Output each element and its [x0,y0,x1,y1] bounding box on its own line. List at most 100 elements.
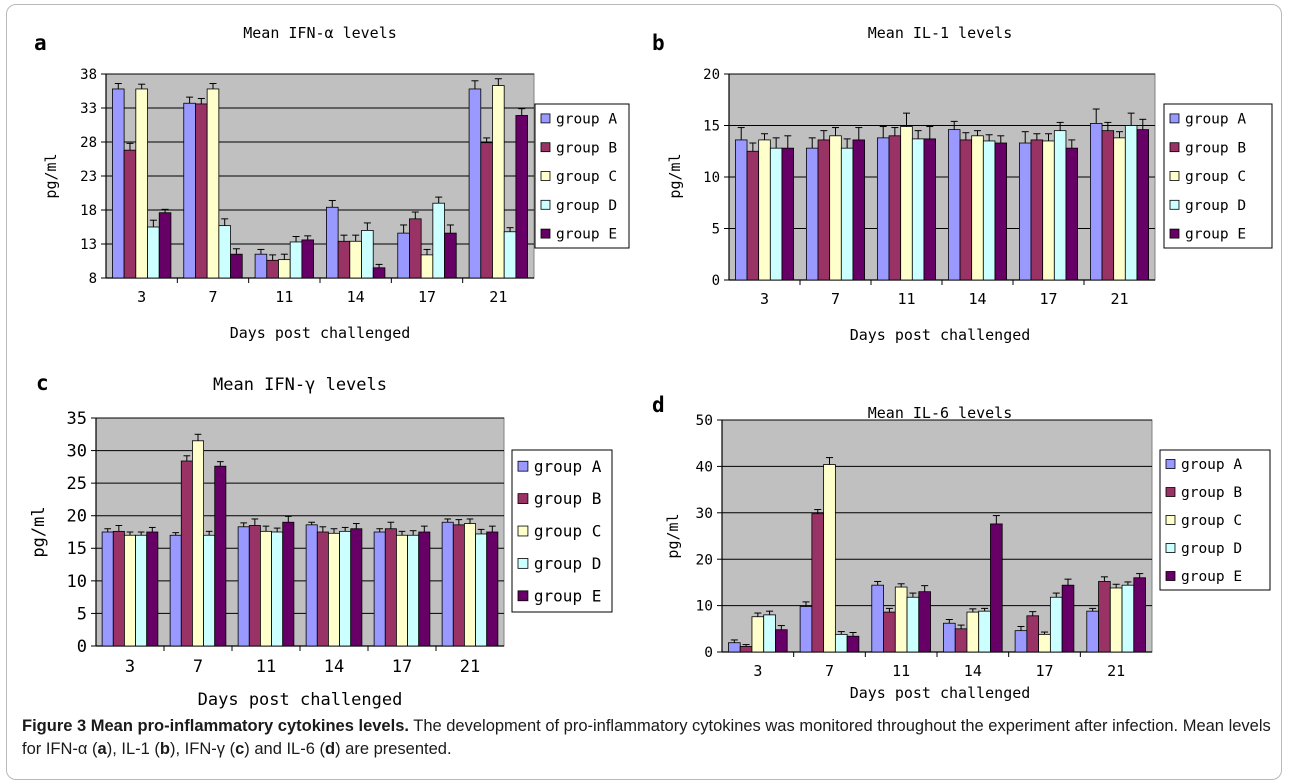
caption-text-5: ) are presented. [335,740,452,758]
bar-group-b-day-11 [248,525,261,647]
bar-group-c-day-14 [328,532,340,647]
bar-group-d-day-11 [906,596,920,653]
bar-group-c-day-21 [492,85,505,279]
bar-group-e-day-17 [1065,147,1079,281]
legend: group A group B group C group D group E [1163,103,1273,249]
bar-group-e-day-17 [444,232,457,279]
legend-entry: group E [556,227,617,243]
x-tick-label: 3 [137,288,146,306]
bar-group-a-day-11 [254,253,268,279]
bar-group-b-day-21 [1098,581,1111,653]
bar-group-c-day-7 [192,440,204,647]
bar-group-c-day-7 [823,464,836,653]
bar-group-c-day-14 [966,611,980,653]
legend-swatch [517,590,529,602]
bar-group-c-day-21 [1113,137,1126,281]
bar-group-b-day-21 [480,142,493,279]
bar-group-c-day-7 [206,88,220,279]
legend-swatch [1165,487,1176,497]
legend-entry: group C [1185,169,1246,185]
legend-entry: group B [534,489,601,508]
bar-group-d-day-7 [218,225,231,279]
bar-group-d-day-21 [1124,125,1138,281]
x-tick-label: 7 [193,657,203,677]
bar-group-e-day-11 [918,591,931,653]
y-tick-label: 0 [712,273,720,289]
bar-group-b-day-17 [1030,139,1044,281]
legend-entry: group D [556,198,617,214]
bar-group-a-day-21 [1086,610,1099,653]
panel-label: b [652,31,665,55]
legend-entry: group C [534,522,601,541]
y-tick-label: 18 [80,203,97,219]
legend: group A group B group C group D group E [534,103,630,249]
panel-label: c [36,371,49,395]
chart-panel-c: c Mean IFN-γ levels 0 5 10 15 20 25 30 35 3 7 11 14 17… [29,371,613,710]
x-tick-label: 11 [256,657,276,677]
x-tick-label: 14 [964,662,982,680]
legend: group A group B group C group D group E [1159,449,1271,591]
bar-group-b-day-17 [1026,615,1040,653]
bar-group-b-day-3 [739,646,753,653]
legend-swatch [540,228,551,239]
y-tick-label: 0 [77,637,87,657]
bar-group-e-day-3 [781,147,795,281]
bar-group-d-day-11 [289,241,303,279]
x-tick-label: 14 [324,657,344,677]
legend-entry: group C [1181,513,1242,529]
y-tick-label: 10 [67,572,87,592]
bar-group-d-day-3 [135,534,148,647]
x-tick-label: 14 [968,290,986,308]
legend-box [511,449,613,613]
y-tick-label: 13 [80,237,97,253]
bar-group-d-day-14 [978,610,991,653]
bar-group-e-day-21 [486,531,499,647]
caption-text-3: ), IFN-γ ( [170,740,236,758]
bar-group-a-day-17 [373,531,386,647]
y-tick-label: 30 [67,442,87,462]
caption-ref-a: a [97,740,107,758]
bar-group-b-day-7 [195,103,208,279]
bar-group-a-day-11 [237,526,250,647]
x-tick-label: 3 [125,657,135,677]
x-tick-label: 14 [347,288,365,306]
bar-group-e-day-3 [146,531,159,647]
x-tick-label: 17 [392,657,412,677]
legend-swatch [1165,571,1176,581]
bar-group-b-day-14 [316,531,329,647]
bar-group-c-day-14 [349,240,362,279]
bar-group-d-day-11 [271,531,284,647]
legend-swatch [517,493,529,504]
x-tick-label: 21 [1107,662,1125,680]
x-tick-label: 21 [1110,290,1128,308]
bar-group-c-day-21 [464,523,476,647]
bar-group-a-day-7 [183,102,196,279]
legend-swatch [1169,171,1180,181]
bar-group-e-day-7 [846,635,860,653]
bar-group-b-day-11 [883,611,896,653]
legend-entry: group E [1185,227,1246,243]
legend-swatch [1169,228,1180,239]
y-tick-label: 20 [703,67,720,83]
bar-group-e-day-11 [923,138,937,281]
y-tick-label: 23 [80,169,97,185]
legend-entry: group D [534,554,601,573]
legend-entry: group A [1185,111,1246,127]
x-axis-label: Days post challenged [198,690,403,710]
plot-area [721,419,1153,653]
bar-group-e-day-14 [372,267,386,279]
bar-group-d-day-17 [407,534,420,647]
bar-group-e-day-3 [158,212,172,279]
bar-group-b-day-14 [337,240,351,279]
bar-group-d-day-21 [1121,584,1135,653]
bar-group-c-day-11 [278,259,291,279]
chart-title: Mean IL-6 levels [868,404,1013,422]
bar-group-d-day-7 [840,147,854,281]
bar-group-b-day-14 [954,628,968,653]
bar-group-a-day-17 [1018,142,1032,281]
caption-text-1: The development of pro-inflammatory cyto… [22,717,1271,758]
bar-group-a-day-14 [947,129,961,281]
bar-group-a-day-17 [397,232,410,279]
legend-entry: group A [1181,457,1242,473]
